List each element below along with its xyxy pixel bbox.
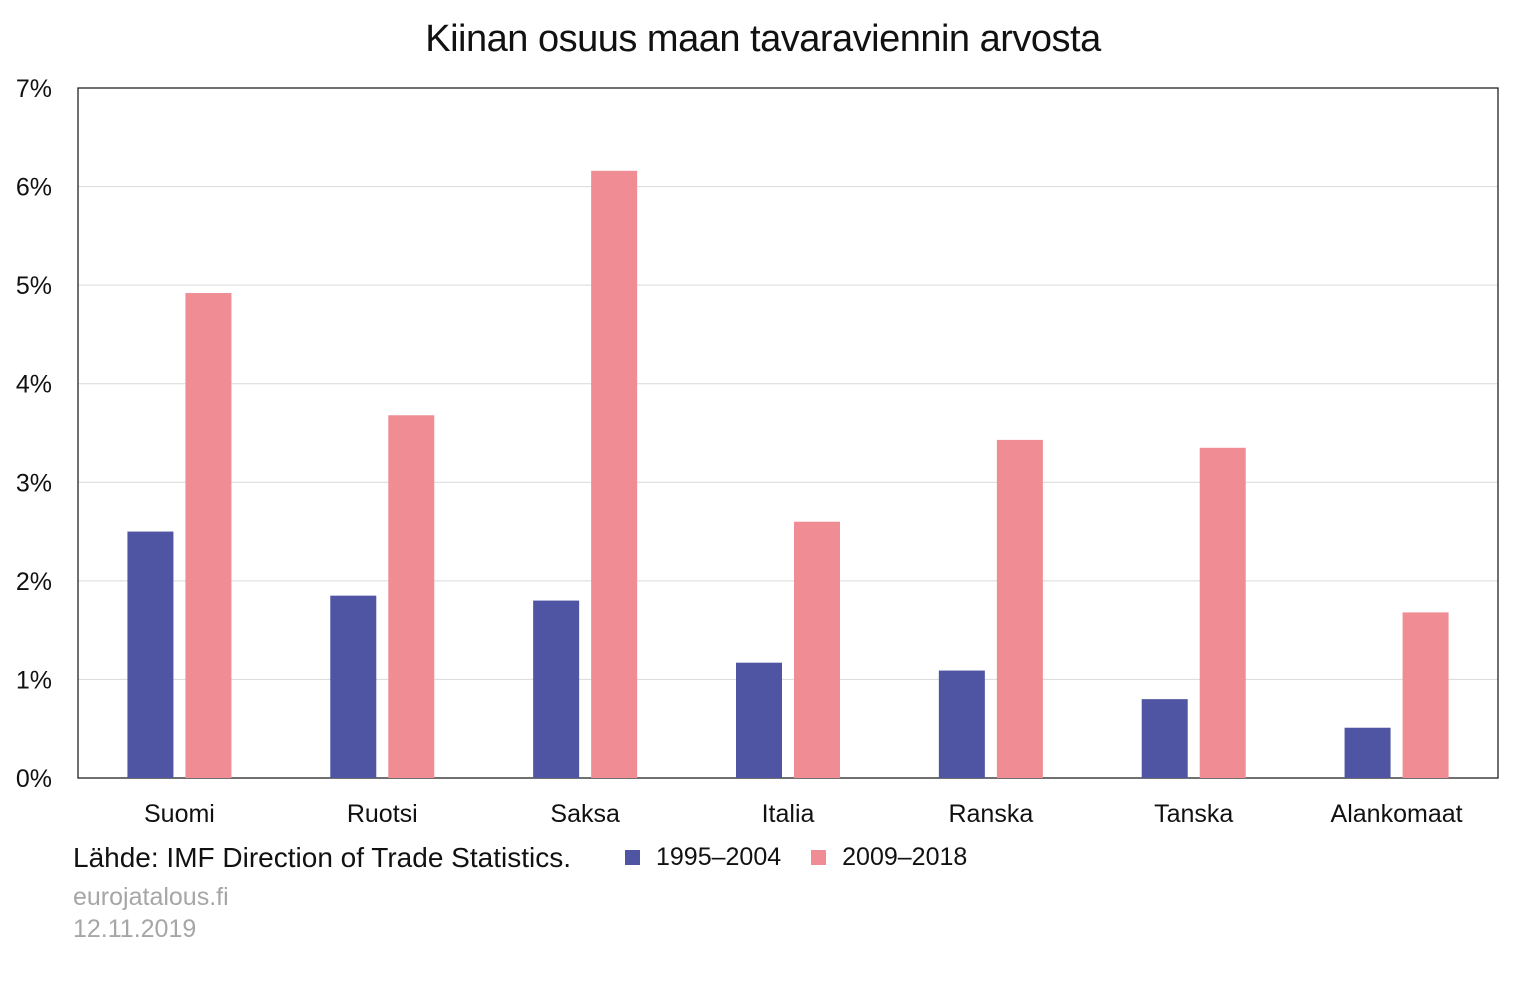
source-note: Lähde: IMF Direction of Trade Statistics…: [73, 842, 571, 873]
y-tick-label: 6%: [16, 174, 52, 202]
legend-label-series-2: 2009–2018: [842, 843, 968, 871]
bar-ranska-series-2: [996, 439, 1043, 778]
y-tick-label: 4%: [16, 371, 52, 399]
x-category-label: Italia: [762, 800, 815, 828]
bar-italia-series-1: [736, 662, 782, 778]
bar-ranska-series-1: [938, 670, 985, 778]
chart-title: Kiinan osuus maan tavaraviennin arvosta: [425, 18, 1101, 60]
bar-tanska-series-1: [1141, 699, 1188, 778]
bar-saksa-series-1: [533, 600, 580, 778]
publish-date: 12.11.2019: [73, 915, 197, 943]
x-category-label: Saksa: [550, 800, 620, 828]
y-tick-label: 1%: [16, 666, 52, 694]
legend: 1995–2004 2009–2018: [625, 843, 997, 872]
x-category-label: Suomi: [144, 800, 215, 828]
bar-suomi-series-2: [185, 293, 232, 778]
bar-alankomaat-series-2: [1402, 612, 1449, 778]
x-category-label: Tanska: [1154, 800, 1233, 828]
plot-frame: [77, 87, 1499, 779]
bar-italia-series-2: [794, 521, 840, 778]
y-tick-label: 2%: [16, 568, 52, 596]
legend-swatch-series-1: [625, 850, 640, 865]
bar-alankomaat-series-1: [1344, 727, 1391, 778]
y-tick-label: 7%: [16, 75, 52, 103]
y-tick-label: 3%: [16, 469, 52, 497]
legend-label-series-1: 1995–2004: [656, 843, 782, 871]
x-category-label: Ranska: [948, 800, 1033, 828]
site-name: eurojatalous.fi: [73, 883, 229, 911]
x-category-label: Ruotsi: [347, 800, 418, 828]
bar-suomi-series-1: [127, 531, 174, 778]
legend-item-series-2: 2009–2018: [811, 843, 967, 872]
bar-tanska-series-2: [1199, 447, 1246, 778]
y-tick-label: 0%: [16, 765, 52, 793]
legend-swatch-series-2: [811, 850, 827, 865]
bar-saksa-series-2: [591, 170, 638, 779]
bar-ruotsi-series-1: [330, 595, 377, 778]
y-tick-label: 5%: [16, 272, 52, 300]
x-category-label: Alankomaat: [1331, 800, 1463, 828]
bar-ruotsi-series-2: [388, 415, 435, 778]
legend-item-series-1: 1995–2004: [625, 843, 781, 872]
